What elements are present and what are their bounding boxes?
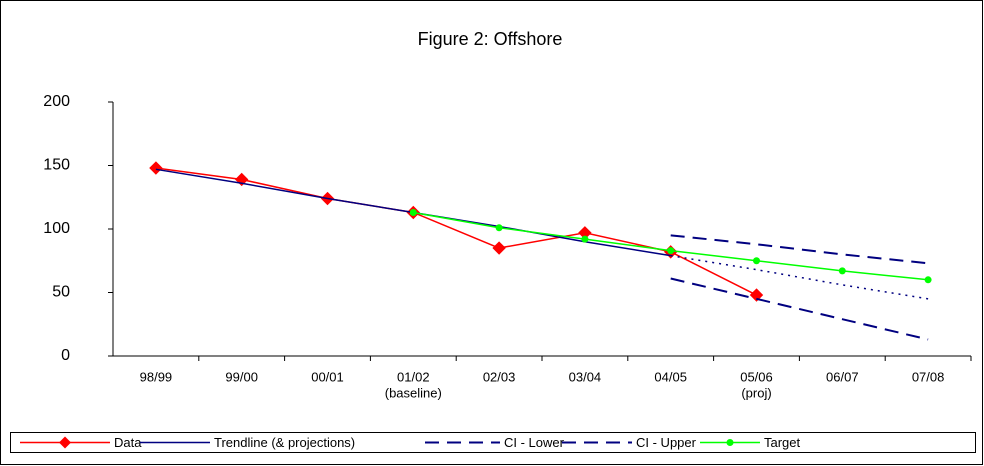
legend-label: Target [764,435,801,450]
y-tick-label: 50 [52,284,70,301]
data-point [492,241,506,255]
data-point [667,247,675,255]
x-tick-label: 06/07 [826,369,859,384]
x-tick-sublabel: (baseline) [385,385,442,400]
data-point [149,161,163,175]
x-tick-label: 05/06 [740,369,773,384]
y-tick-label: 100 [43,220,70,237]
series-line [670,254,929,300]
legend-label: CI - Upper [636,435,697,450]
data-point [924,276,932,284]
y-tick-label: 0 [61,347,70,364]
legend-marker [59,436,71,449]
x-tick-sublabel: (proj) [741,385,771,400]
data-point [495,224,503,232]
x-tick-label: 03/04 [569,369,602,384]
x-tick-label: 00/01 [311,369,344,384]
data-point [753,257,760,265]
y-tick-label: 150 [43,157,70,174]
series-line [670,277,929,341]
y-tick-label: 200 [43,93,70,110]
chart-title: Figure 2: Offshore [418,29,563,49]
data-point [749,288,764,302]
x-tick-label: 01/02 [397,369,430,384]
legend-label: Trendline (& projections) [214,435,355,450]
legend-label: CI - Lower [504,435,565,450]
data-point [581,235,589,243]
legend-label: Data [114,435,142,450]
x-tick-label: 07/08 [912,369,945,384]
data-point [409,208,417,216]
x-tick-label: 04/05 [654,369,687,384]
x-tick-label: 02/03 [483,369,516,384]
data-point [838,267,846,275]
x-tick-label: 99/00 [225,369,258,384]
x-tick-label: 98/99 [140,369,173,384]
legend-marker [726,439,734,446]
